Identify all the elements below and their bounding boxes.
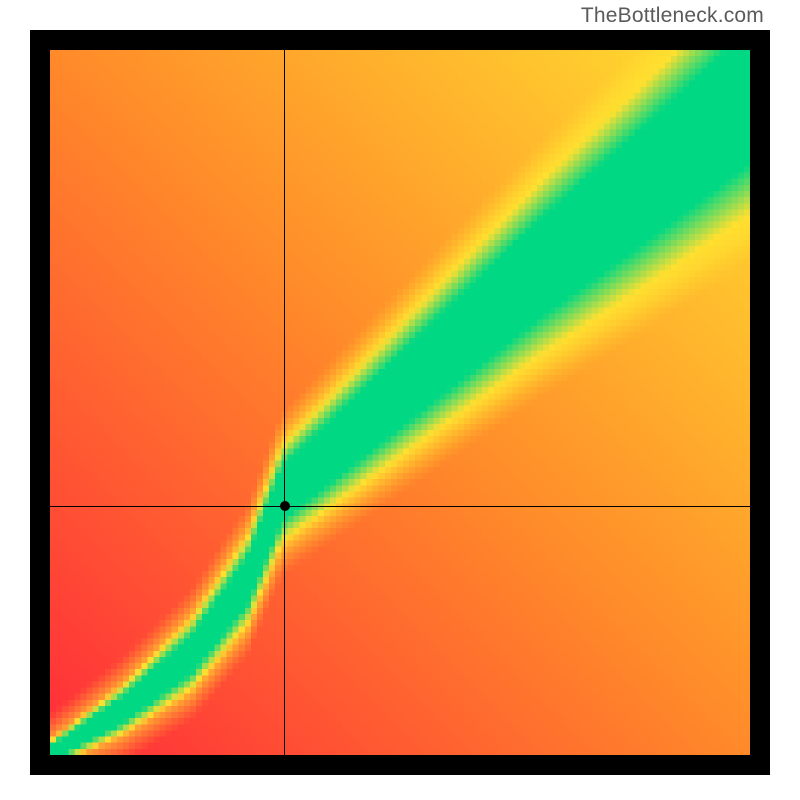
watermark-label: TheBottleneck.com — [581, 4, 764, 28]
crosshair-marker — [280, 501, 290, 511]
heatmap-plot — [50, 50, 750, 755]
heatmap-canvas — [50, 50, 750, 755]
chart-container: TheBottleneck.com — [0, 0, 800, 800]
crosshair-horizontal — [50, 506, 750, 507]
crosshair-vertical — [284, 50, 285, 755]
